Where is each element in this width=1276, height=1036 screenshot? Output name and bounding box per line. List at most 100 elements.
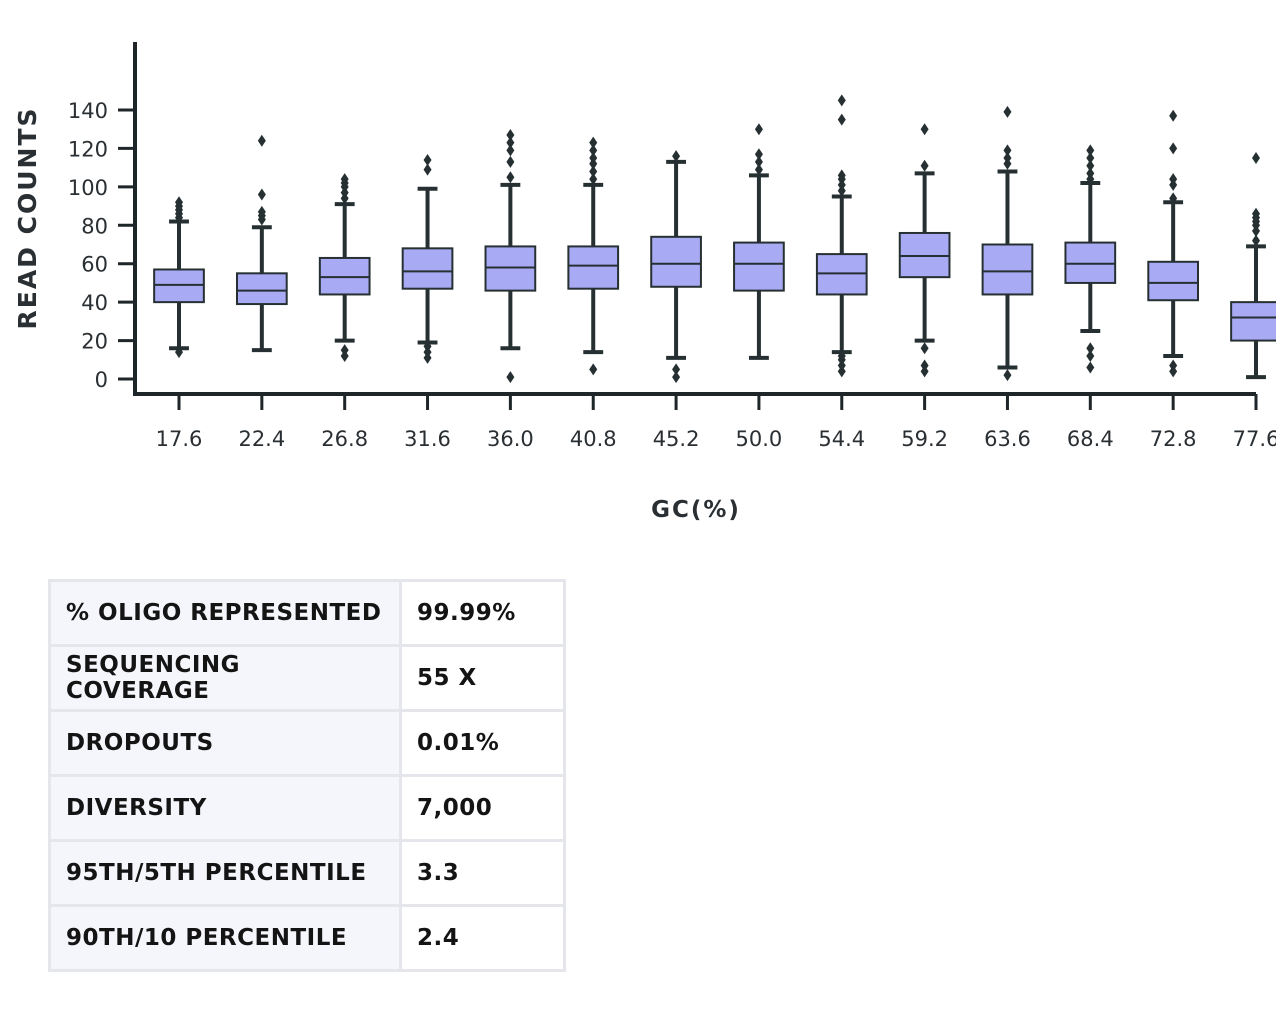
box-group (898, 123, 951, 378)
x-axis-label: GC(%) (651, 497, 741, 523)
outlier-point (1169, 109, 1178, 122)
outlier-point (257, 134, 266, 147)
outlier-point (1003, 369, 1012, 382)
outlier-point (754, 123, 763, 136)
outlier-point (423, 163, 432, 176)
box-group (650, 150, 702, 384)
stats-label: 95TH/5TH PERCENTILE (48, 839, 402, 907)
outlier-point (1003, 144, 1012, 157)
outlier-point (920, 123, 929, 136)
box-iqr (235, 272, 288, 306)
outlier-point (589, 363, 598, 376)
x-tick-label: 17.6 (156, 427, 203, 451)
outlier-point (506, 171, 515, 184)
box-group (235, 134, 288, 353)
stats-row: 95TH/5TH PERCENTILE 3.3 (48, 839, 566, 907)
x-tick-label: 31.6 (404, 427, 451, 451)
box-group (733, 123, 785, 360)
outlier-point (672, 371, 681, 384)
outlier-point (1169, 192, 1178, 205)
outlier-point (754, 155, 763, 168)
outlier-point (754, 163, 763, 176)
stats-value: 2.4 (399, 904, 566, 972)
box-group (484, 128, 537, 384)
stats-value: 99.99% (399, 579, 566, 647)
box-series (153, 94, 1276, 384)
stats-label: 90TH/10 PERCENTILE (48, 904, 402, 972)
outlier-point (175, 346, 183, 359)
x-tick-label: 36.0 (487, 427, 534, 451)
stats-row: 90TH/10 PERCENTILE 2.4 (48, 904, 566, 972)
stats-row: % OLIGO REPRESENTED 99.99% (48, 579, 566, 647)
outlier-point (506, 128, 515, 141)
box-group (153, 196, 205, 359)
stats-value: 3.3 (399, 839, 566, 907)
outlier-point (672, 363, 681, 376)
stats-row: DIVERSITY 7,000 (48, 774, 566, 842)
box-group (567, 136, 620, 376)
x-tick-label: 40.8 (570, 427, 617, 451)
outlier-point (837, 113, 846, 126)
outlier-point (1086, 349, 1095, 362)
box-iqr (1230, 301, 1276, 342)
outlier-point (340, 173, 349, 186)
outlier-point (589, 173, 598, 186)
outlier-point (589, 136, 598, 149)
outlier-point (1086, 159, 1095, 172)
outlier-point (423, 153, 432, 166)
box-plot-chart: 0 20 40 60 80 100 120 140 17.6 22.4 26.8 31.6 36.0 4… (13, 42, 1276, 523)
stats-row: SEQUENCING COVERAGE 55 X (48, 644, 566, 712)
outlier-point (920, 359, 929, 372)
outlier-point (1086, 342, 1095, 355)
outlier-point (506, 371, 515, 384)
stats-value: 55 X (399, 644, 566, 712)
outlier-point (589, 152, 598, 165)
box-group (401, 153, 454, 364)
outlier-point (672, 150, 681, 163)
y-tick-label: 0 (95, 368, 108, 392)
x-tick-label: 50.0 (736, 427, 783, 451)
stats-value: 0.01% (399, 709, 566, 777)
box-iqr (401, 247, 454, 290)
box-group (1064, 144, 1117, 374)
box-group (1230, 152, 1276, 380)
y-tick-label: 20 (81, 330, 108, 354)
stats-row: DROPOUTS 0.01% (48, 709, 566, 777)
outlier-point (837, 169, 846, 182)
x-tick-label: 22.4 (238, 427, 285, 451)
x-tick-label: 63.6 (984, 427, 1031, 451)
stats-label: DIVERSITY (48, 774, 402, 842)
outlier-point (1169, 173, 1178, 186)
outlier-point (506, 136, 515, 149)
outlier-point (257, 188, 266, 201)
box-iqr (650, 235, 702, 288)
outlier-point (920, 342, 929, 355)
outlier-point (1086, 167, 1095, 180)
outlier-point (1086, 152, 1095, 165)
outlier-point (1169, 142, 1178, 155)
box-iqr (1147, 260, 1200, 302)
outlier-point (920, 159, 929, 172)
outlier-point (1086, 144, 1095, 157)
box-group (318, 173, 371, 362)
x-tick-label: 26.8 (321, 427, 368, 451)
stats-label: DROPOUTS (48, 709, 402, 777)
y-axis-ticks: 0 20 40 60 80 100 120 140 (68, 99, 135, 392)
outlier-point (506, 144, 515, 157)
outlier-point (754, 148, 763, 161)
stats-label: % OLIGO REPRESENTED (48, 579, 402, 647)
box-group (815, 94, 868, 378)
y-axis-label: READ COUNTS (13, 106, 42, 329)
box-group (981, 105, 1034, 382)
outlier-point (589, 165, 598, 178)
x-tick-label: 54.4 (818, 427, 865, 451)
stats-table: % OLIGO REPRESENTED 99.99% SEQUENCING CO… (48, 579, 566, 972)
outlier-point (1252, 152, 1260, 165)
stats-value: 7,000 (399, 774, 566, 842)
outlier-point (1252, 207, 1260, 220)
stats-label: SEQUENCING COVERAGE (48, 644, 402, 712)
x-tick-label: 72.8 (1150, 427, 1197, 451)
outlier-point (340, 344, 349, 357)
box-group (1147, 109, 1200, 378)
box-iqr (733, 241, 785, 292)
